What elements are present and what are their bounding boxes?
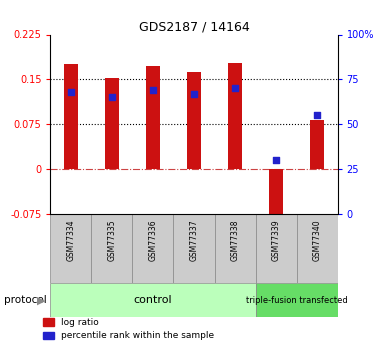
Text: control: control [134,295,172,305]
Point [109,95,115,100]
Legend: log ratio, percentile rank within the sample: log ratio, percentile rank within the sa… [43,318,215,341]
Bar [173,214,215,283]
Bar [296,214,338,283]
Bar [215,214,256,283]
Bar [64,65,78,169]
Point [273,157,279,163]
Text: GSM77340: GSM77340 [313,219,322,261]
Text: GSM77334: GSM77334 [66,219,75,261]
Point [232,86,238,91]
Text: triple-fusion transfected: triple-fusion transfected [246,296,347,305]
Title: GDS2187 / 14164: GDS2187 / 14164 [139,20,249,33]
Bar [187,71,201,169]
Bar [146,66,160,169]
Bar [132,214,173,283]
Point [191,91,197,97]
Bar [92,214,132,283]
Text: protocol: protocol [4,295,47,305]
Text: ▶: ▶ [37,295,45,305]
Bar [50,283,256,317]
Text: GSM77337: GSM77337 [189,219,199,261]
Bar [269,169,283,226]
Bar [105,78,119,169]
Bar [256,283,338,317]
Bar [50,214,92,283]
Text: GSM77335: GSM77335 [107,219,116,261]
Bar [256,214,296,283]
Text: GSM77336: GSM77336 [149,219,158,261]
Point [68,89,74,95]
Text: GSM77338: GSM77338 [230,219,239,261]
Bar [228,62,242,169]
Bar [310,120,324,169]
Point [150,87,156,93]
Text: GSM77339: GSM77339 [272,219,281,261]
Point [314,112,320,118]
